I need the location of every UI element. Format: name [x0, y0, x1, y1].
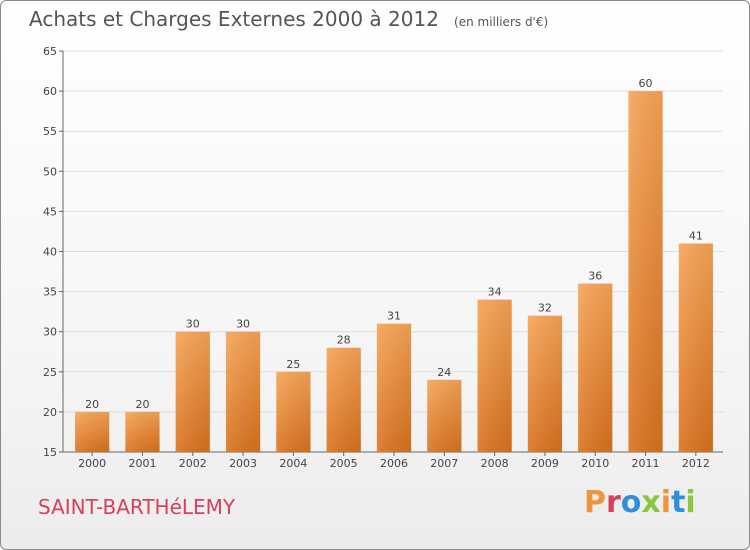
value-label-2004: 25 — [286, 358, 300, 371]
value-label-2010: 36 — [588, 270, 602, 283]
logo-letter: t — [671, 485, 686, 520]
chart-title: Achats et Charges Externes 2000 à 2012 — [29, 7, 439, 31]
value-label-2007: 24 — [437, 366, 451, 379]
bar-shade-2012 — [678, 243, 713, 452]
value-label-2000: 20 — [85, 398, 99, 411]
value-label-2002: 30 — [186, 318, 200, 331]
logo-letter: r — [606, 485, 621, 520]
x-tick-label-2010: 2010 — [581, 457, 609, 470]
x-tick-label-2005: 2005 — [330, 457, 358, 470]
value-label-2009: 32 — [538, 302, 552, 315]
value-label-2001: 20 — [135, 398, 149, 411]
chart-subtitle: (en milliers d'€) — [454, 15, 549, 29]
logo-letter: i — [660, 485, 672, 520]
y-tick-label: 60 — [43, 85, 57, 98]
y-tick-label: 30 — [43, 326, 57, 339]
x-tick-label-2009: 2009 — [531, 457, 559, 470]
logo-letter: P — [584, 485, 606, 520]
x-tick-label-2004: 2004 — [279, 457, 307, 470]
value-label-2005: 28 — [337, 334, 351, 347]
x-tick-label-2006: 2006 — [380, 457, 408, 470]
bar-shade-2004 — [276, 371, 311, 452]
y-tick-label: 40 — [43, 246, 57, 259]
y-tick-label: 35 — [43, 286, 57, 299]
x-tick-label-2011: 2011 — [632, 457, 660, 470]
y-tick-label: 55 — [43, 125, 57, 138]
value-label-2008: 34 — [488, 286, 502, 299]
x-tick-label-2001: 2001 — [128, 457, 156, 470]
y-tick-label: 25 — [43, 366, 57, 379]
bar-shade-2008 — [477, 299, 512, 452]
x-tick-label-2012: 2012 — [682, 457, 710, 470]
bar-shade-2003 — [225, 331, 261, 452]
bar-layer: 20 20 30 30 25 28 31 24 34 32 36 60 41 — [75, 77, 713, 452]
y-tick-label: 65 — [43, 45, 57, 58]
title-row: Achats et Charges Externes 2000 à 2012 (… — [29, 7, 548, 31]
bar-shade-2000 — [75, 411, 110, 452]
logo-letter: i — [685, 485, 696, 520]
y-tick-label: 45 — [43, 205, 57, 218]
y-tick-label: 50 — [43, 165, 57, 178]
town-name: SAINT-BARTHéLEMY — [38, 495, 236, 519]
bar-shade-2005 — [326, 347, 361, 452]
logo-letter: x — [641, 485, 661, 520]
y-tick-label: 20 — [43, 406, 57, 419]
y-tick-label: 15 — [43, 446, 57, 459]
bar-shade-2002 — [175, 331, 210, 452]
x-tick-label-2000: 2000 — [78, 457, 106, 470]
value-label-2011: 60 — [639, 77, 653, 90]
bar-shade-2001 — [125, 411, 160, 452]
x-tick-label-2008: 2008 — [481, 457, 509, 470]
x-tick-label-2002: 2002 — [179, 457, 207, 470]
bar-shade-2006 — [376, 323, 412, 452]
bar-shade-2007 — [427, 379, 462, 452]
proxiti-logo: Proxiti — [584, 485, 696, 520]
axis-layer: 15 20 25 30 35 40 45 50 55 60 65 2000 2001 2002 2003 20… — [43, 45, 723, 470]
value-label-2006: 31 — [387, 310, 401, 323]
bar-shade-2009 — [527, 315, 563, 452]
logo-letter: o — [620, 485, 642, 520]
value-label-2012: 41 — [689, 229, 703, 242]
bar-shade-2011 — [628, 91, 663, 452]
bar-shade-2010 — [578, 283, 613, 452]
x-tick-label-2007: 2007 — [430, 457, 458, 470]
value-label-2003: 30 — [236, 318, 250, 331]
x-tick-label-2003: 2003 — [229, 457, 257, 470]
